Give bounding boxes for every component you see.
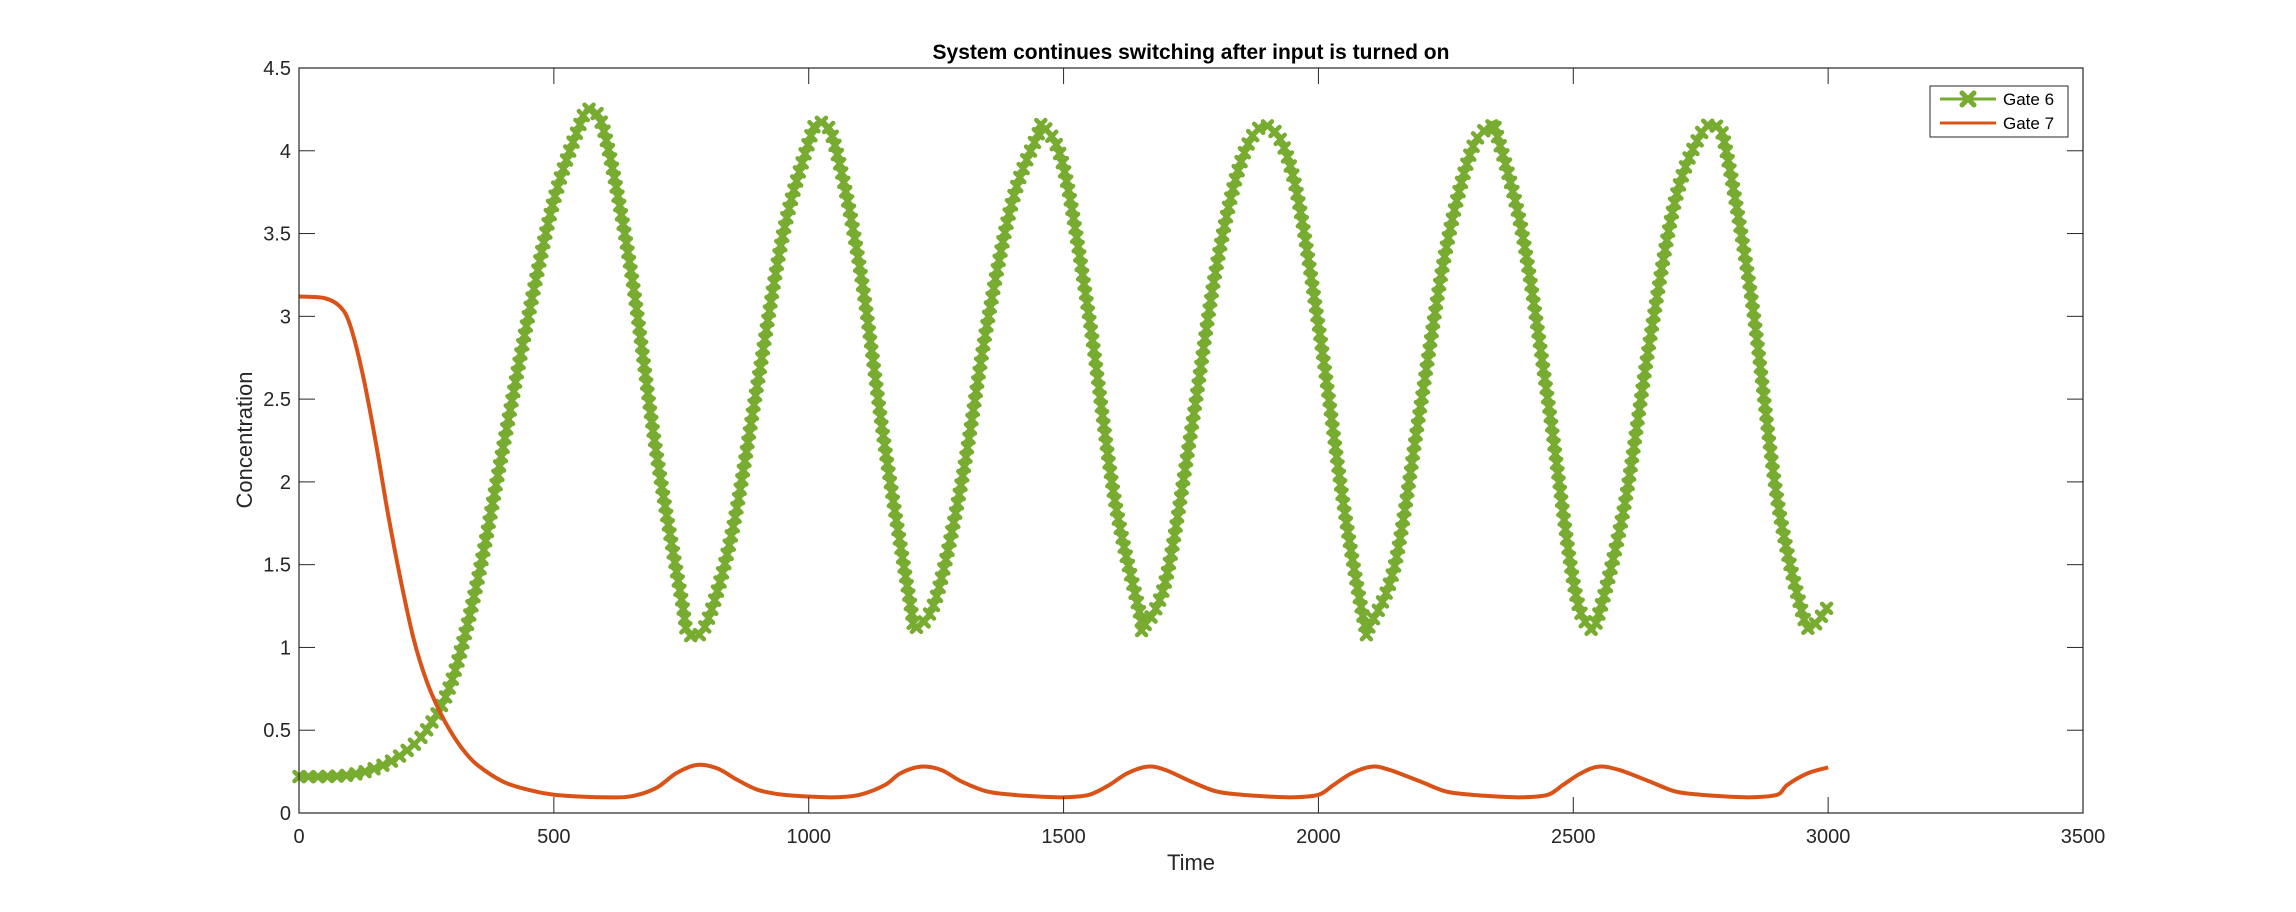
data-point-marker bbox=[320, 769, 335, 784]
y-tick-label: 0.5 bbox=[263, 720, 291, 742]
data-point-marker bbox=[1362, 620, 1376, 634]
y-tick-label: 1 bbox=[280, 637, 291, 659]
data-point-marker bbox=[573, 117, 587, 132]
data-point-marker bbox=[1819, 601, 1834, 616]
legend-label-gate-7: Gate 7 bbox=[2003, 114, 2054, 133]
data-point-marker bbox=[1366, 611, 1381, 626]
data-point-marker bbox=[821, 120, 836, 135]
x-tick-label: 3000 bbox=[1806, 826, 1851, 848]
data-point-marker bbox=[1016, 161, 1030, 176]
legend: Gate 6 Gate 7 bbox=[1929, 85, 2069, 138]
x-tick-label: 2500 bbox=[1551, 826, 1596, 848]
data-point-marker bbox=[1277, 141, 1291, 155]
data-point-marker bbox=[562, 144, 577, 158]
data-point-marker bbox=[1013, 170, 1027, 185]
data-point-marker bbox=[590, 106, 604, 121]
data-point-marker bbox=[376, 758, 390, 773]
chart-title: System continues switching after input i… bbox=[933, 41, 1450, 64]
data-point-marker bbox=[1234, 154, 1248, 169]
data-point-marker bbox=[698, 620, 712, 634]
ticks-layer: 0 500 1000 1500 2000 2500 3000 3500 0 0.5 1 1.5 2 2.5… bbox=[263, 58, 2105, 848]
x-tick-label: 3500 bbox=[2061, 826, 2106, 848]
data-point-marker bbox=[1686, 142, 1700, 157]
legend-marker-gate-6 bbox=[1959, 90, 1977, 108]
data-point-marker bbox=[1371, 603, 1386, 618]
data-point-marker bbox=[566, 135, 580, 149]
data-point-marker bbox=[1045, 129, 1059, 144]
x-tick-label: 2000 bbox=[1296, 826, 1341, 848]
data-point-marker bbox=[1797, 612, 1811, 627]
y-tick-label: 4.5 bbox=[263, 58, 291, 80]
data-point-marker bbox=[1049, 137, 1063, 152]
data-point-marker bbox=[301, 769, 316, 784]
data-point-marker bbox=[1375, 595, 1390, 609]
series-line-gate-7 bbox=[298, 294, 1829, 800]
data-point-marker bbox=[1144, 610, 1158, 624]
y-tick-label: 3 bbox=[280, 306, 291, 328]
data-point-marker bbox=[1574, 606, 1588, 621]
y-tick-label: 1.5 bbox=[263, 555, 291, 577]
data-point-marker bbox=[1241, 137, 1255, 151]
data-point-marker bbox=[922, 607, 937, 621]
data-point-marker bbox=[569, 126, 584, 141]
data-point-marker bbox=[311, 769, 325, 784]
data-point-marker bbox=[1466, 139, 1480, 154]
data-point-marker bbox=[1237, 145, 1252, 160]
data-point-marker bbox=[1027, 135, 1042, 150]
data-point-marker bbox=[1678, 160, 1693, 174]
x-tick-label: 500 bbox=[537, 826, 570, 848]
data-point-marker bbox=[1463, 148, 1477, 162]
legend-label-gate-6: Gate 6 bbox=[2003, 90, 2054, 109]
y-tick-label: 4 bbox=[280, 141, 291, 163]
y-tick-label: 3.5 bbox=[263, 224, 291, 246]
series-markers-gate-6 bbox=[292, 102, 1834, 784]
y-axis-label: Concentration bbox=[232, 372, 257, 509]
y-tick-label: 0 bbox=[280, 803, 291, 825]
data-point-marker bbox=[367, 762, 381, 776]
data-point-marker bbox=[1273, 132, 1287, 147]
data-point-marker bbox=[1690, 134, 1704, 148]
data-point-marker bbox=[1149, 602, 1163, 616]
series-layer bbox=[292, 102, 1834, 800]
x-tick-label: 1000 bbox=[786, 826, 831, 848]
y-tick-label: 2.5 bbox=[263, 389, 291, 411]
data-point-marker bbox=[438, 690, 453, 704]
axes-box bbox=[298, 67, 2084, 814]
x-tick-label: 1500 bbox=[1041, 826, 1086, 848]
data-point-marker bbox=[582, 102, 596, 116]
data-point-marker bbox=[1023, 144, 1038, 158]
y-tick-label: 2 bbox=[280, 472, 291, 494]
x-axis-label: Time bbox=[1167, 850, 1215, 875]
data-point-marker bbox=[1682, 151, 1696, 165]
x-tick-label: 0 bbox=[293, 826, 304, 848]
data-point-marker bbox=[1801, 621, 1815, 636]
data-point-marker bbox=[1019, 153, 1034, 167]
legend-box bbox=[1929, 85, 2069, 138]
